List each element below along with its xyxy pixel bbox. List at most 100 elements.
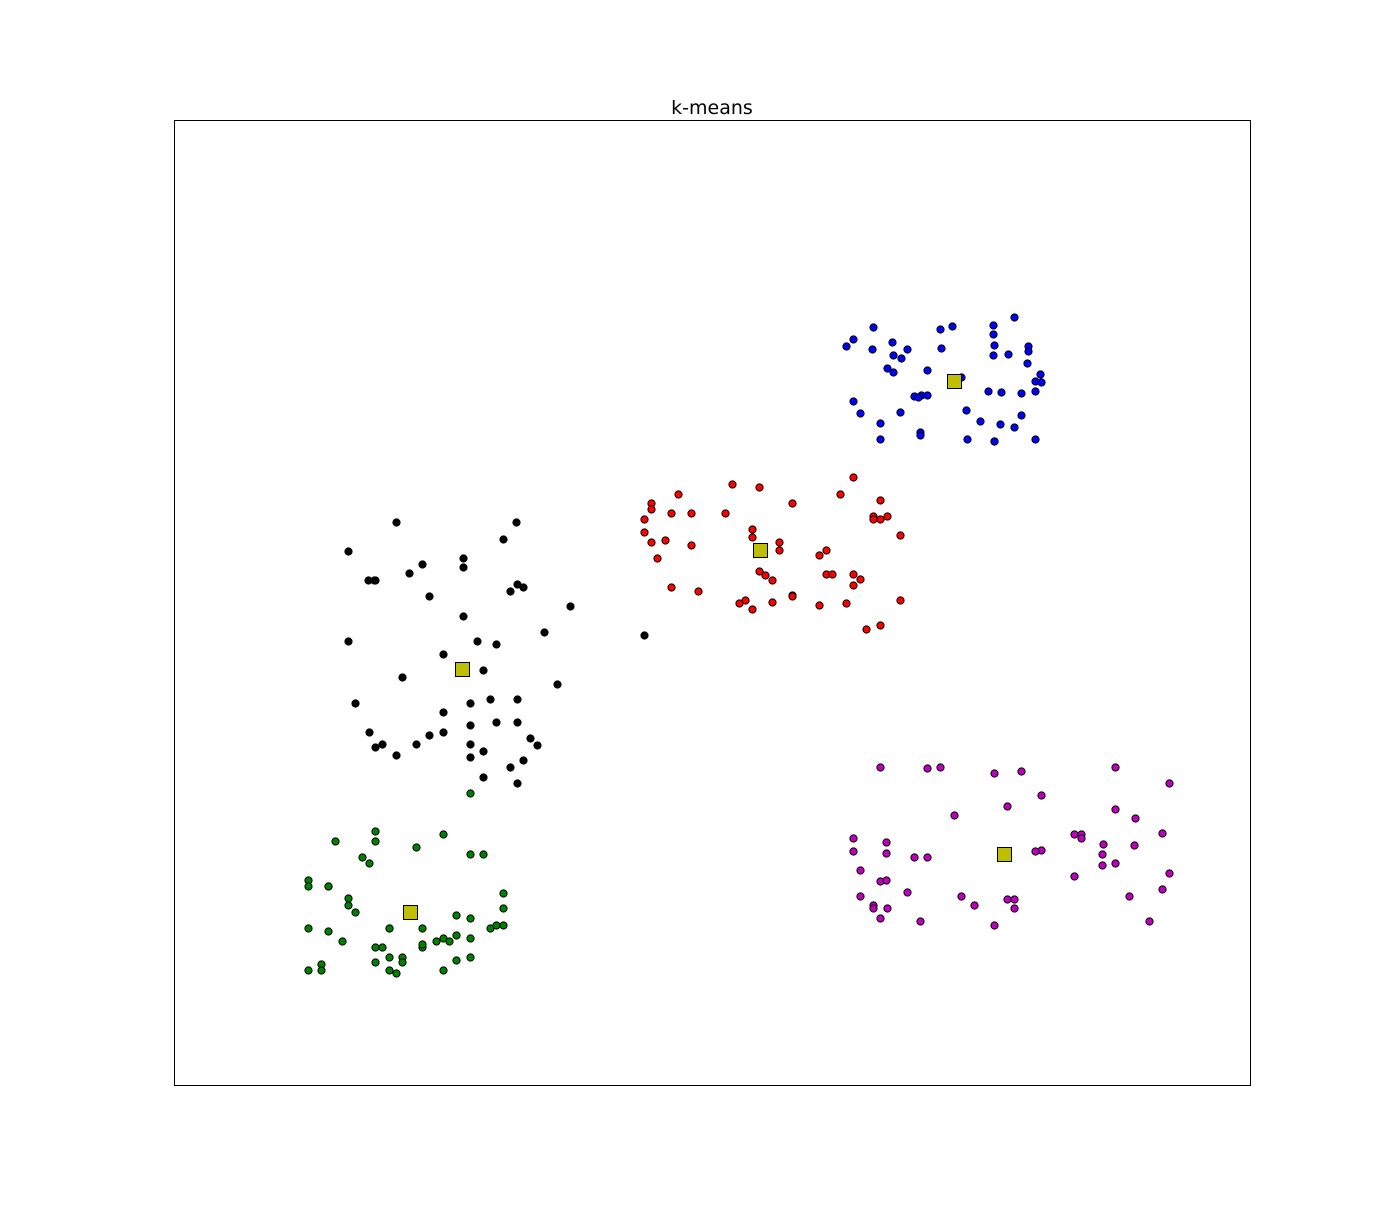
data-point-blue-20 <box>883 364 892 373</box>
data-point-magenta-10 <box>950 811 959 820</box>
data-point-red-45 <box>842 599 851 608</box>
centroid-marker-2 <box>455 662 470 677</box>
data-point-black-1 <box>499 535 508 544</box>
data-point-blue-23 <box>923 366 932 375</box>
data-point-magenta-3 <box>990 769 999 778</box>
data-point-green-15 <box>499 904 508 913</box>
data-point-black-26 <box>466 699 475 708</box>
data-point-black-42 <box>365 728 374 737</box>
data-point-blue-9 <box>990 341 999 350</box>
data-point-green-27 <box>324 927 333 936</box>
data-point-green-20 <box>418 924 427 933</box>
centroid-marker-0 <box>947 374 962 389</box>
centroid-marker-1 <box>753 543 768 558</box>
data-point-red-27 <box>815 551 824 560</box>
data-point-blue-13 <box>937 344 946 353</box>
data-point-green-0 <box>466 789 475 798</box>
data-point-green-9 <box>365 859 374 868</box>
data-point-black-19 <box>473 637 482 646</box>
data-point-green-8 <box>358 853 367 862</box>
data-point-black-10 <box>371 576 380 585</box>
chart-title: k-means <box>671 97 753 119</box>
data-point-magenta-44 <box>916 917 925 926</box>
data-point-magenta-38 <box>1125 892 1134 901</box>
data-point-red-2 <box>755 483 764 492</box>
data-point-red-30 <box>761 571 770 580</box>
data-point-magenta-9 <box>1111 805 1120 814</box>
data-point-black-44 <box>519 756 528 765</box>
data-point-red-9 <box>667 509 676 518</box>
data-point-magenta-28 <box>1098 861 1107 870</box>
data-point-red-17 <box>748 525 757 534</box>
data-point-blue-21 <box>889 368 898 377</box>
data-point-green-49 <box>392 969 401 978</box>
data-point-red-46 <box>896 596 905 605</box>
data-point-blue-50 <box>990 437 999 446</box>
data-point-green-16 <box>344 901 353 910</box>
data-point-black-25 <box>351 699 360 708</box>
data-point-green-25 <box>486 924 495 933</box>
data-point-black-14 <box>566 602 575 611</box>
data-point-green-35 <box>378 943 387 952</box>
centroid-marker-3 <box>403 905 418 920</box>
data-point-magenta-1 <box>923 764 932 773</box>
data-point-blue-12 <box>903 345 912 354</box>
data-point-green-13 <box>304 882 313 891</box>
data-point-magenta-22 <box>910 853 919 862</box>
data-point-blue-17 <box>989 351 998 360</box>
centroid-markers <box>403 374 1012 920</box>
data-point-blue-43 <box>876 419 885 428</box>
data-point-magenta-32 <box>1070 872 1079 881</box>
data-point-green-47 <box>439 966 448 975</box>
data-point-blue-45 <box>916 431 925 440</box>
data-point-red-43 <box>788 592 797 601</box>
data-point-blue-48 <box>1031 435 1040 444</box>
data-point-blue-29 <box>1031 387 1040 396</box>
data-point-blue-30 <box>1017 389 1026 398</box>
data-point-red-44 <box>815 601 824 610</box>
data-point-red-16 <box>869 515 878 524</box>
data-point-red-0 <box>849 473 858 482</box>
data-point-green-5 <box>371 837 380 846</box>
data-point-magenta-36 <box>856 892 865 901</box>
data-point-green-26 <box>304 924 313 933</box>
data-point-red-11 <box>721 509 730 518</box>
data-point-red-37 <box>667 583 676 592</box>
data-point-magenta-18 <box>1077 834 1086 843</box>
data-point-blue-35 <box>849 397 858 406</box>
data-point-green-37 <box>445 937 454 946</box>
data-point-green-3 <box>439 830 448 839</box>
data-point-black-24 <box>553 680 562 689</box>
data-point-black-22 <box>398 673 407 682</box>
data-point-black-5 <box>459 563 468 572</box>
data-point-red-8 <box>647 505 656 514</box>
data-point-black-11 <box>425 592 434 601</box>
plot-area-frame <box>174 120 1251 1086</box>
data-point-magenta-34 <box>1158 885 1167 894</box>
data-point-magenta-26 <box>1098 850 1107 859</box>
data-point-green-34 <box>371 943 380 952</box>
data-point-green-18 <box>452 911 461 920</box>
data-point-green-38 <box>418 940 427 949</box>
data-point-green-2 <box>412 843 421 852</box>
data-point-blue-46 <box>963 435 972 444</box>
data-point-magenta-15 <box>882 838 891 847</box>
data-point-magenta-21 <box>1070 830 1079 839</box>
data-point-green-50 <box>304 966 313 975</box>
data-point-black-32 <box>466 740 475 749</box>
data-point-red-18 <box>640 528 649 537</box>
data-point-black-46 <box>479 773 488 782</box>
data-point-magenta-30 <box>856 866 865 875</box>
data-point-magenta-6 <box>1165 779 1174 788</box>
data-point-magenta-45 <box>990 921 999 930</box>
data-point-black-8 <box>364 576 373 585</box>
data-point-red-28 <box>653 554 662 563</box>
data-point-black-16 <box>513 580 522 589</box>
data-point-blue-49 <box>876 435 885 444</box>
data-point-red-22 <box>647 538 656 547</box>
data-point-black-13 <box>459 612 468 621</box>
data-point-blue-7 <box>842 342 851 351</box>
data-point-green-44 <box>371 958 380 967</box>
data-point-magenta-16 <box>1130 841 1139 850</box>
